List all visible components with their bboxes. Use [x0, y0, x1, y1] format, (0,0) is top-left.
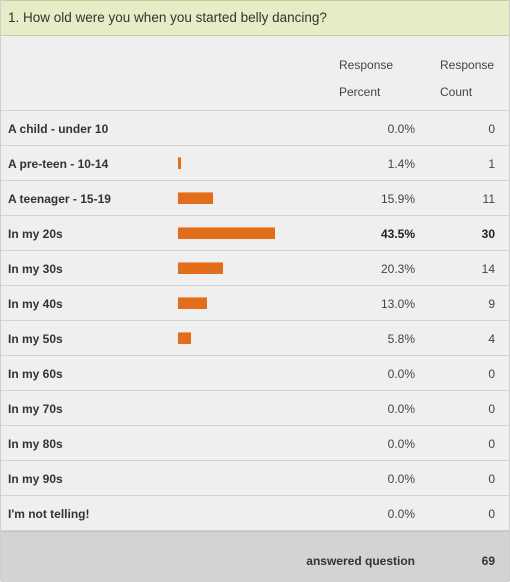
- response-percent: 15.9%: [380, 192, 415, 206]
- response-count: 0: [488, 472, 495, 486]
- table-row: A pre-teen - 10-14 1.4% 1: [1, 146, 509, 181]
- table-row: In my 40s 13.0% 9: [1, 286, 509, 321]
- response-count: 14: [481, 262, 495, 276]
- response-count: 1: [488, 157, 495, 171]
- response-percent: 0.0%: [387, 507, 415, 521]
- answered-question-footer: answered question 69: [1, 531, 509, 582]
- answer-label: In my 90s: [8, 472, 63, 486]
- response-percent: 20.3%: [380, 262, 415, 276]
- response-percent: 43.5%: [380, 227, 415, 241]
- answer-label: In my 50s: [8, 332, 63, 346]
- response-bar: [178, 332, 191, 344]
- response-percent-header-line2: Percent: [339, 85, 381, 99]
- column-header: Response Percent Response Count: [1, 36, 509, 111]
- response-percent: 13.0%: [380, 297, 415, 311]
- response-percent: 0.0%: [387, 402, 415, 416]
- response-count: 0: [488, 507, 495, 521]
- answer-label: In my 70s: [8, 402, 63, 416]
- answer-label: A pre-teen - 10-14: [8, 157, 109, 171]
- response-percent: 1.4%: [387, 157, 415, 171]
- table-row: In my 30s 20.3% 14: [1, 251, 509, 286]
- table-row: A teenager - 15-19 15.9% 11: [1, 181, 509, 216]
- response-count: 4: [488, 332, 495, 346]
- answer-label: In my 60s: [8, 367, 63, 381]
- answer-label: In my 30s: [8, 262, 63, 276]
- table-row: In my 70s 0.0% 0: [1, 391, 509, 426]
- response-count-header-line1: Response: [440, 58, 495, 72]
- table-row: I'm not telling! 0.0% 0: [1, 496, 509, 531]
- table-row: In my 60s 0.0% 0: [1, 356, 509, 391]
- response-bar: [178, 262, 223, 274]
- table-row: In my 50s 5.8% 4: [1, 321, 509, 356]
- response-count: 9: [488, 297, 495, 311]
- response-count: 30: [481, 227, 495, 241]
- answer-label: In my 80s: [8, 437, 63, 451]
- response-bar: [178, 297, 207, 309]
- answer-label: A teenager - 15-19: [8, 192, 111, 206]
- response-percent-header: Response Percent: [339, 52, 393, 106]
- answer-label: I'm not telling!: [8, 507, 90, 521]
- response-percent: 0.0%: [387, 437, 415, 451]
- answered-question-label: answered question: [306, 554, 415, 568]
- response-bar: [178, 157, 181, 169]
- answer-label: A child - under 10: [8, 122, 109, 136]
- response-table: A child - under 10 0.0% 0 A pre-teen - 10-1…: [1, 111, 509, 531]
- table-row: In my 90s 0.0% 0: [1, 461, 509, 496]
- answer-label: In my 40s: [8, 297, 63, 311]
- table-row: In my 20s 43.5% 30: [1, 216, 509, 251]
- response-count: 0: [488, 402, 495, 416]
- response-percent: 5.8%: [387, 332, 415, 346]
- table-row: In my 80s 0.0% 0: [1, 426, 509, 461]
- response-percent: 0.0%: [387, 367, 415, 381]
- table-row: A child - under 10 0.0% 0: [1, 111, 509, 146]
- response-count: 11: [482, 192, 495, 206]
- response-count: 0: [488, 437, 495, 451]
- answer-label: In my 20s: [8, 227, 63, 241]
- response-percent-header-line1: Response: [339, 58, 394, 72]
- response-count-header-line2: Count: [440, 85, 473, 99]
- question-title: 1. How old were you when you started bel…: [1, 0, 509, 36]
- response-percent: 0.0%: [387, 472, 415, 486]
- response-bar: [178, 192, 213, 204]
- response-count-header: Response Count: [440, 52, 494, 106]
- response-bar: [178, 227, 275, 239]
- response-count: 0: [488, 122, 495, 136]
- response-percent: 0.0%: [387, 122, 415, 136]
- response-count: 0: [488, 367, 495, 381]
- answered-question-count: 69: [481, 554, 495, 568]
